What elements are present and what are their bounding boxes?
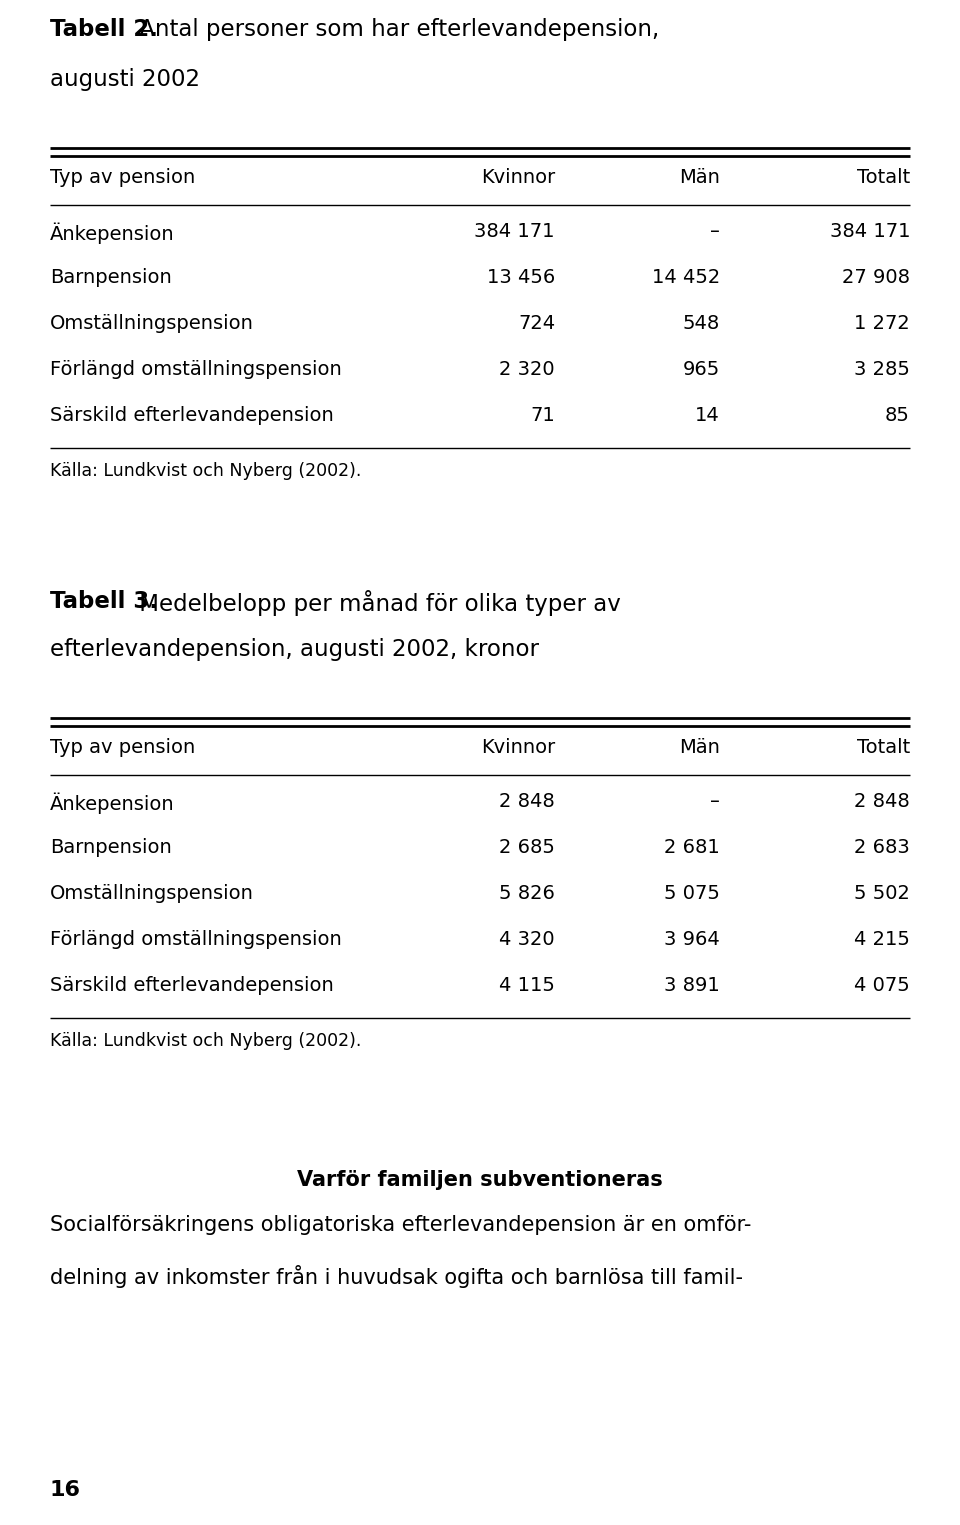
Text: Barnpension: Barnpension (50, 839, 172, 857)
Text: 16: 16 (50, 1479, 81, 1501)
Text: Socialförsäkringens obligatoriska efterlevandepension är en omför-: Socialförsäkringens obligatoriska efterl… (50, 1215, 752, 1235)
Text: Antal personer som har efterlevandepension,: Antal personer som har efterlevandepensi… (132, 18, 660, 41)
Text: 4 215: 4 215 (854, 930, 910, 949)
Text: efterlevandepension, augusti 2002, kronor: efterlevandepension, augusti 2002, krono… (50, 637, 539, 660)
Text: 85: 85 (885, 406, 910, 425)
Text: 3 285: 3 285 (854, 360, 910, 380)
Text: Män: Män (679, 168, 720, 188)
Text: Änkepension: Änkepension (50, 791, 175, 813)
Text: 1 272: 1 272 (854, 314, 910, 332)
Text: Typ av pension: Typ av pension (50, 168, 195, 188)
Text: Änkepension: Änkepension (50, 223, 175, 244)
Text: Varför familjen subventioneras: Varför familjen subventioneras (298, 1170, 662, 1190)
Text: 5 075: 5 075 (664, 884, 720, 903)
Text: Särskild efterlevandepension: Särskild efterlevandepension (50, 406, 334, 425)
Text: Omställningspension: Omställningspension (50, 884, 253, 903)
Text: 2 848: 2 848 (854, 791, 910, 811)
Text: 384 171: 384 171 (829, 223, 910, 241)
Text: 5 502: 5 502 (854, 884, 910, 903)
Text: 2 848: 2 848 (499, 791, 555, 811)
Text: Källa: Lundkvist och Nyberg (2002).: Källa: Lundkvist och Nyberg (2002). (50, 1032, 361, 1051)
Text: 548: 548 (683, 314, 720, 332)
Text: 13 456: 13 456 (487, 268, 555, 287)
Text: Totalt: Totalt (856, 738, 910, 756)
Text: Tabell 2.: Tabell 2. (50, 18, 158, 41)
Text: Omställningspension: Omställningspension (50, 314, 253, 332)
Text: 4 320: 4 320 (499, 930, 555, 949)
Text: 71: 71 (530, 406, 555, 425)
Text: 4 115: 4 115 (499, 976, 555, 994)
Text: Typ av pension: Typ av pension (50, 738, 195, 756)
Text: Särskild efterlevandepension: Särskild efterlevandepension (50, 976, 334, 994)
Text: 5 826: 5 826 (499, 884, 555, 903)
Text: 3 964: 3 964 (664, 930, 720, 949)
Text: 2 320: 2 320 (499, 360, 555, 380)
Text: 4 075: 4 075 (854, 976, 910, 994)
Text: 2 681: 2 681 (664, 839, 720, 857)
Text: Tabell 3.: Tabell 3. (50, 590, 158, 613)
Text: Förlängd omställningspension: Förlängd omställningspension (50, 360, 342, 380)
Text: 27 908: 27 908 (842, 268, 910, 287)
Text: delning av inkomster från i huvudsak ogifta och barnlösa till famil-: delning av inkomster från i huvudsak ogi… (50, 1266, 743, 1289)
Text: Källa: Lundkvist och Nyberg (2002).: Källa: Lundkvist och Nyberg (2002). (50, 462, 361, 480)
Text: Män: Män (679, 738, 720, 756)
Text: augusti 2002: augusti 2002 (50, 69, 200, 92)
Text: 14: 14 (695, 406, 720, 425)
Text: 384 171: 384 171 (474, 223, 555, 241)
Text: Kvinnor: Kvinnor (481, 168, 555, 188)
Text: 724: 724 (517, 314, 555, 332)
Text: Medelbelopp per månad för olika typer av: Medelbelopp per månad för olika typer av (132, 590, 621, 616)
Text: –: – (710, 223, 720, 241)
Text: Kvinnor: Kvinnor (481, 738, 555, 756)
Text: 965: 965 (683, 360, 720, 380)
Text: 14 452: 14 452 (652, 268, 720, 287)
Text: Förlängd omställningspension: Förlängd omställningspension (50, 930, 342, 949)
Text: 3 891: 3 891 (664, 976, 720, 994)
Text: 2 683: 2 683 (854, 839, 910, 857)
Text: Totalt: Totalt (856, 168, 910, 188)
Text: –: – (710, 791, 720, 811)
Text: Barnpension: Barnpension (50, 268, 172, 287)
Text: 2 685: 2 685 (499, 839, 555, 857)
